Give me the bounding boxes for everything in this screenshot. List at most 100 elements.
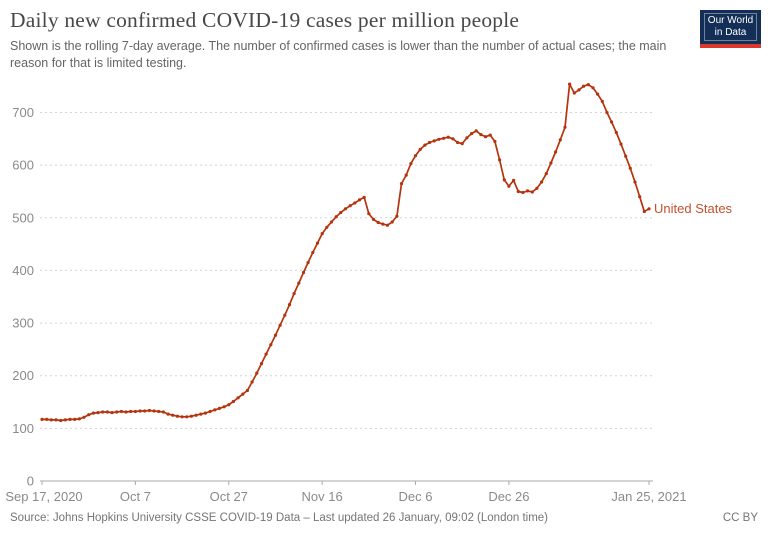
data-point[interactable] <box>115 410 119 414</box>
data-point[interactable] <box>297 281 301 285</box>
data-point[interactable] <box>362 195 366 199</box>
data-point[interactable] <box>586 83 590 87</box>
data-point[interactable] <box>484 135 488 139</box>
data-point[interactable] <box>423 143 427 147</box>
data-point[interactable] <box>152 409 156 413</box>
data-point[interactable] <box>329 220 334 224</box>
data-point[interactable] <box>647 207 651 211</box>
data-point[interactable] <box>498 158 502 162</box>
data-point[interactable] <box>287 303 292 307</box>
data-point[interactable] <box>73 417 77 421</box>
data-point[interactable] <box>526 189 530 193</box>
data-point[interactable] <box>432 139 436 143</box>
data-point[interactable] <box>540 180 544 184</box>
data-point[interactable] <box>259 362 264 366</box>
data-point[interactable] <box>596 92 600 96</box>
data-point[interactable] <box>530 190 534 194</box>
data-point[interactable] <box>315 241 320 245</box>
data-point[interactable] <box>568 82 572 86</box>
data-point[interactable] <box>199 412 203 416</box>
data-point[interactable] <box>409 162 413 166</box>
data-point[interactable] <box>171 413 175 417</box>
data-point[interactable] <box>40 417 44 421</box>
data-point[interactable] <box>208 409 212 414</box>
data-point[interactable] <box>59 418 63 423</box>
data-point[interactable] <box>138 409 142 413</box>
data-point[interactable] <box>381 222 385 226</box>
data-point[interactable] <box>68 417 72 421</box>
data-point[interactable] <box>91 411 95 415</box>
data-point[interactable] <box>129 409 133 414</box>
data-point[interactable] <box>185 415 189 419</box>
data-point[interactable] <box>367 212 371 216</box>
data-point[interactable] <box>395 214 399 218</box>
data-point[interactable] <box>549 161 553 165</box>
data-point[interactable] <box>82 415 86 419</box>
data-point[interactable] <box>273 333 278 337</box>
data-point[interactable] <box>563 125 567 129</box>
data-point[interactable] <box>49 418 53 422</box>
data-point[interactable] <box>133 409 137 414</box>
data-point[interactable] <box>465 136 469 140</box>
data-point[interactable] <box>535 186 539 190</box>
data-point[interactable] <box>558 138 562 142</box>
data-point[interactable] <box>292 292 296 296</box>
data-point[interactable] <box>161 410 165 414</box>
data-point[interactable] <box>311 250 315 255</box>
data-point[interactable] <box>507 184 511 188</box>
data-point[interactable] <box>45 417 49 421</box>
data-point[interactable] <box>633 180 637 184</box>
data-point[interactable] <box>241 392 245 396</box>
data-point[interactable] <box>642 209 646 214</box>
data-point[interactable] <box>348 204 352 208</box>
data-point[interactable] <box>147 408 151 413</box>
data-point[interactable] <box>451 137 455 141</box>
data-point[interactable] <box>203 411 207 415</box>
data-point[interactable] <box>101 410 105 414</box>
data-point[interactable] <box>166 412 170 416</box>
data-point[interactable] <box>600 99 604 103</box>
data-point[interactable] <box>194 413 198 417</box>
data-point[interactable] <box>488 133 492 137</box>
data-point[interactable] <box>110 411 114 415</box>
data-point[interactable] <box>231 399 235 404</box>
series-line-united-states[interactable] <box>42 83 650 422</box>
data-point[interactable] <box>502 178 506 182</box>
license-badge[interactable]: CC BY <box>722 512 758 524</box>
data-point[interactable] <box>460 142 464 146</box>
data-point[interactable] <box>343 207 348 211</box>
our-world-in-data-logo[interactable]: Our World in Data <box>700 10 761 48</box>
data-point[interactable] <box>175 414 179 418</box>
data-point[interactable] <box>479 133 483 137</box>
data-point[interactable] <box>255 371 259 375</box>
data-point[interactable] <box>213 408 217 412</box>
data-point[interactable] <box>371 217 376 221</box>
data-point[interactable] <box>320 232 324 236</box>
data-point[interactable] <box>357 198 362 202</box>
data-point[interactable] <box>119 409 123 414</box>
data-point[interactable] <box>63 418 67 422</box>
data-point[interactable] <box>236 396 240 400</box>
data-point[interactable] <box>385 223 390 227</box>
data-point[interactable] <box>217 406 221 410</box>
data-point[interactable] <box>577 88 581 92</box>
data-point[interactable] <box>582 84 586 88</box>
data-point[interactable] <box>418 147 422 151</box>
data-point[interactable] <box>511 178 516 182</box>
data-point[interactable] <box>105 410 109 414</box>
data-point[interactable] <box>619 142 623 146</box>
data-point[interactable] <box>222 405 226 409</box>
data-point[interactable] <box>614 130 618 135</box>
data-point[interactable] <box>143 409 147 413</box>
data-point[interactable] <box>245 388 249 393</box>
data-point[interactable] <box>189 414 193 418</box>
data-point[interactable] <box>554 150 558 154</box>
data-point[interactable] <box>404 173 408 177</box>
data-point[interactable] <box>427 140 432 145</box>
data-point[interactable] <box>250 380 254 384</box>
data-point[interactable] <box>157 409 161 414</box>
data-point[interactable] <box>54 418 58 422</box>
data-point[interactable] <box>227 403 231 407</box>
data-point[interactable] <box>278 323 282 327</box>
data-point[interactable] <box>572 91 576 95</box>
